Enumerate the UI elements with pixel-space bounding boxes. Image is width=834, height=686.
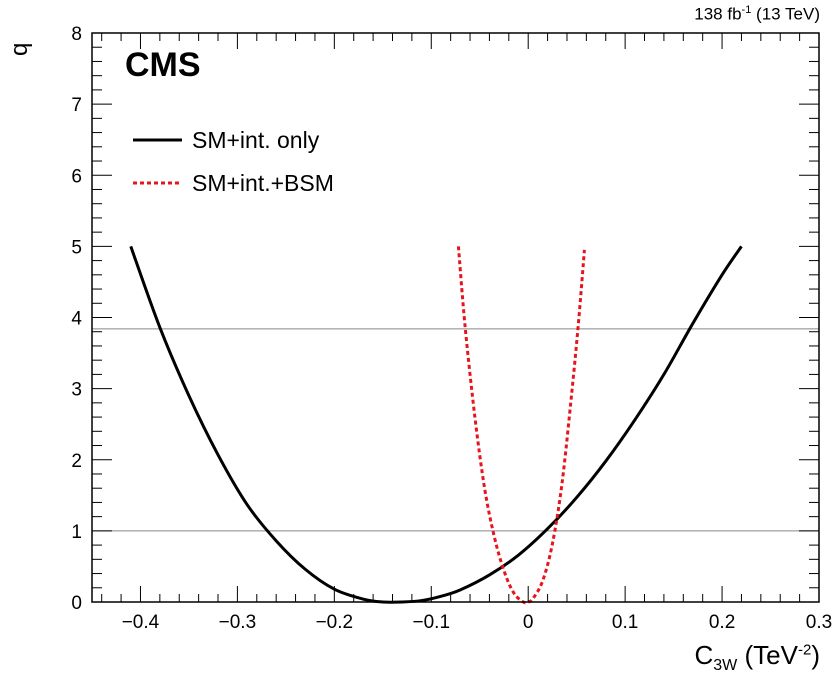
x-axis-main: C <box>694 640 714 670</box>
x-tick-label-2: −0.2 <box>316 612 354 633</box>
x-tick-label-1: −0.3 <box>219 612 257 633</box>
x-tick-label-6: 0.2 <box>709 612 735 633</box>
legend-label-0: SM+int. only <box>192 127 320 153</box>
y-tick-label-1: 1 <box>71 522 82 543</box>
x-tick-label-7: 0.3 <box>806 612 832 633</box>
luminosity-label: 138 fb-1 (13 TeV) <box>694 4 820 25</box>
y-tick-label-7: 7 <box>71 95 82 116</box>
experiment-label: CMS <box>125 46 201 84</box>
y-tick-label-8: 8 <box>71 24 82 45</box>
series-line-1 <box>456 246 586 605</box>
x-tick-label-0: −0.4 <box>122 612 160 633</box>
x-tick-label-4: 0 <box>523 612 534 633</box>
y-tick-label-0: 0 <box>71 593 82 614</box>
x-tick-label-5: 0.1 <box>612 612 638 633</box>
legend-label-1: SM+int.+BSM <box>192 170 334 196</box>
x-axis-unit-close: ) <box>811 640 820 670</box>
x-axis-unit-exp: -2 <box>797 641 812 659</box>
energy-value: (13 TeV) <box>756 4 820 24</box>
y-axis-label: q <box>6 42 33 56</box>
y-tick-label-3: 3 <box>71 380 82 401</box>
y-tick-label-2: 2 <box>71 451 82 472</box>
lumi-value: 138 fb <box>694 4 742 24</box>
y-tick-label-6: 6 <box>71 166 82 187</box>
series-line-0 <box>129 245 743 604</box>
x-axis-label: C3W (TeV-2) <box>695 640 821 675</box>
lumi-exponent: -1 <box>741 4 752 16</box>
x-tick-label-3: −0.1 <box>413 612 451 633</box>
plot-frame <box>91 32 820 603</box>
x-axis-unit: (TeV <box>744 640 798 670</box>
y-tick-label-5: 5 <box>71 237 82 258</box>
x-axis-sub: 3W <box>713 657 738 675</box>
y-tick-label-4: 4 <box>71 309 82 330</box>
